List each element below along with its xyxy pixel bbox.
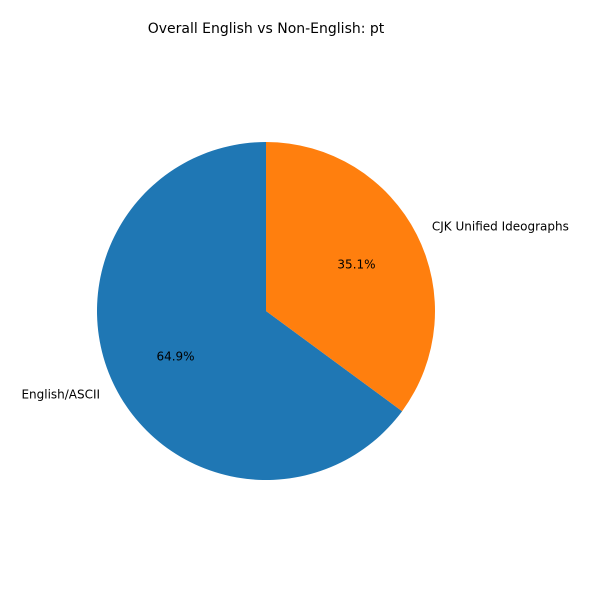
pie-slices xyxy=(97,142,436,481)
slice-label-english-ascii: English/ASCII xyxy=(21,387,100,401)
pie-slice-cjk-unified-ideographs xyxy=(266,142,436,412)
slice-percent-english-ascii: 64.9% xyxy=(156,349,194,363)
pie-slice-english-ascii xyxy=(97,142,403,481)
pie-labels: English/ASCII 64.9% CJK Unified Ideographs… xyxy=(21,220,568,402)
chart-title: Overall English vs Non-English: pt xyxy=(148,21,385,37)
slice-percent-cjk-unified-ideographs: 35.1% xyxy=(337,258,375,272)
slice-label-cjk-unified-ideographs: CJK Unified Ideographs xyxy=(432,220,569,234)
